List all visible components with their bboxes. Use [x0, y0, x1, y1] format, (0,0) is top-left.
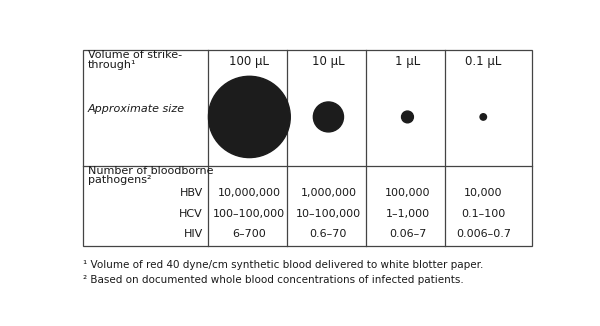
Text: HBV: HBV: [179, 188, 203, 199]
Text: 0.006–0.7: 0.006–0.7: [456, 229, 511, 239]
Text: Volume of strike-: Volume of strike-: [88, 51, 182, 60]
Text: ¹ Volume of red 40 dyne/cm synthetic blood delivered to white blotter paper.: ¹ Volume of red 40 dyne/cm synthetic blo…: [83, 260, 484, 270]
Text: HIV: HIV: [184, 229, 203, 239]
Text: 100,000: 100,000: [385, 188, 430, 199]
Text: 0.6–70: 0.6–70: [310, 229, 347, 239]
Text: 1–1,000: 1–1,000: [385, 209, 430, 218]
Text: Number of bloodborne: Number of bloodborne: [88, 166, 214, 176]
Text: 10 μL: 10 μL: [312, 55, 345, 68]
Text: 1 μL: 1 μL: [395, 55, 420, 68]
Text: 1,000,000: 1,000,000: [301, 188, 356, 199]
Text: ² Based on documented whole blood concentrations of infected patients.: ² Based on documented whole blood concen…: [83, 275, 464, 285]
Text: through¹: through¹: [88, 61, 137, 70]
Ellipse shape: [208, 76, 290, 157]
Text: pathogens²: pathogens²: [88, 175, 152, 185]
Text: 0.1 μL: 0.1 μL: [465, 55, 502, 68]
Text: 100 μL: 100 μL: [229, 55, 269, 68]
Text: 0.06–7: 0.06–7: [389, 229, 426, 239]
Text: 10–100,000: 10–100,000: [296, 209, 361, 218]
Text: HCV: HCV: [179, 209, 203, 218]
Text: 6–700: 6–700: [233, 229, 266, 239]
Text: 0.1–100: 0.1–100: [461, 209, 505, 218]
Text: Approximate size: Approximate size: [88, 104, 185, 114]
Ellipse shape: [313, 102, 343, 132]
Text: 10,000: 10,000: [464, 188, 503, 199]
Ellipse shape: [480, 114, 487, 120]
Text: 10,000,000: 10,000,000: [218, 188, 281, 199]
Ellipse shape: [401, 111, 413, 123]
Text: 100–100,000: 100–100,000: [214, 209, 286, 218]
